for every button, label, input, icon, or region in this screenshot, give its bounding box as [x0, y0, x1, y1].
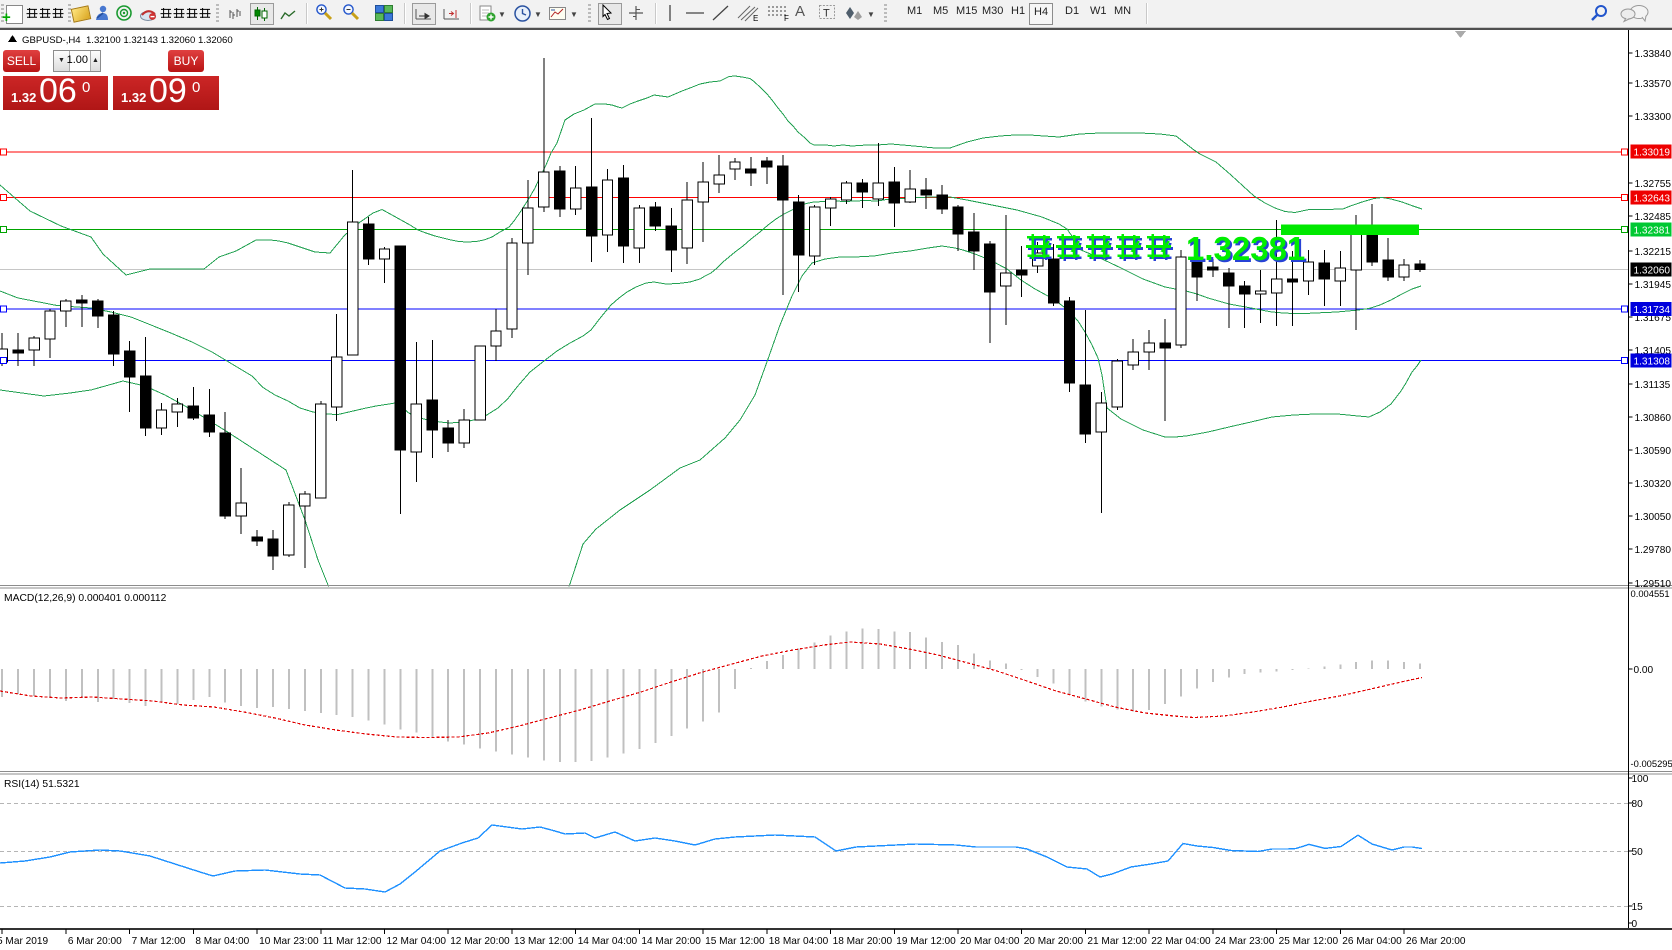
- svg-text:MACD(12,26,9) 0.000401 0.00011: MACD(12,26,9) 0.000401 0.000112: [4, 593, 167, 604]
- svg-text:1.32381: 1.32381: [1634, 225, 1671, 236]
- svg-text:15: 15: [1632, 902, 1644, 913]
- svg-text:1.33570: 1.33570: [1635, 79, 1672, 90]
- svg-text:RSI(14) 51.5321: RSI(14) 51.5321: [4, 779, 80, 790]
- svg-text:26 Mar 20:00: 26 Mar 20:00: [1406, 936, 1466, 947]
- svg-text:24 Mar 23:00: 24 Mar 23:00: [1215, 936, 1275, 947]
- svg-text:12 Mar 20:00: 12 Mar 20:00: [450, 936, 510, 947]
- svg-text:5 Mar 2019: 5 Mar 2019: [0, 936, 48, 947]
- svg-text:13 Mar 12:00: 13 Mar 12:00: [514, 936, 574, 947]
- svg-text:1.30320: 1.30320: [1635, 479, 1672, 490]
- svg-text:10 Mar 23:00: 10 Mar 23:00: [259, 936, 319, 947]
- svg-text:0.004551: 0.004551: [1631, 588, 1670, 599]
- svg-text:1.32215: 1.32215: [1635, 247, 1672, 258]
- svg-text:1.30860: 1.30860: [1635, 413, 1672, 424]
- svg-text:12 Mar 04:00: 12 Mar 04:00: [387, 936, 447, 947]
- svg-text:11 Mar 12:00: 11 Mar 12:00: [323, 936, 382, 947]
- svg-text:21 Mar 12:00: 21 Mar 12:00: [1087, 936, 1147, 947]
- svg-text:14 Mar 04:00: 14 Mar 04:00: [578, 936, 638, 947]
- svg-text:20 Mar 20:00: 20 Mar 20:00: [1024, 936, 1084, 947]
- svg-text:14 Mar 20:00: 14 Mar 20:00: [641, 936, 701, 947]
- svg-text:GBPUSD-,H4 1.32100 1.32143 1.: GBPUSD-,H4 1.32100 1.32143 1.32060 1.320…: [22, 35, 233, 46]
- svg-text:1.32643: 1.32643: [1634, 193, 1671, 204]
- svg-text:1.31405: 1.31405: [1635, 346, 1672, 357]
- svg-text:1.31135: 1.31135: [1635, 380, 1671, 391]
- svg-text:26 Mar 04:00: 26 Mar 04:00: [1342, 936, 1402, 947]
- svg-text:22 Mar 04:00: 22 Mar 04:00: [1151, 936, 1211, 947]
- svg-text:1.30590: 1.30590: [1635, 446, 1672, 457]
- svg-text:1.31308: 1.31308: [1634, 356, 1671, 367]
- svg-text:25 Mar 12:00: 25 Mar 12:00: [1279, 936, 1339, 947]
- svg-text:1.30050: 1.30050: [1635, 512, 1672, 523]
- svg-text:20 Mar 04:00: 20 Mar 04:00: [960, 936, 1020, 947]
- svg-text:1.29510: 1.29510: [1635, 579, 1672, 590]
- svg-text:1.31734: 1.31734: [1634, 305, 1671, 316]
- svg-text:18 Mar 04:00: 18 Mar 04:00: [769, 936, 829, 947]
- svg-text:15 Mar 12:00: 15 Mar 12:00: [705, 936, 765, 947]
- svg-text:18 Mar 20:00: 18 Mar 20:00: [833, 936, 893, 947]
- svg-text:1.32485: 1.32485: [1635, 212, 1672, 223]
- svg-text:80: 80: [1632, 799, 1644, 810]
- svg-text:1.32381: 1.32381: [1188, 232, 1307, 269]
- svg-text:1.29780: 1.29780: [1635, 545, 1672, 556]
- svg-text:0: 0: [1632, 919, 1638, 930]
- svg-text:1.32060: 1.32060: [1634, 265, 1671, 276]
- svg-text:1.31945: 1.31945: [1635, 280, 1672, 291]
- svg-text:50: 50: [1632, 847, 1644, 858]
- svg-text:0.00: 0.00: [1634, 665, 1654, 676]
- svg-text:T: T: [823, 8, 830, 20]
- svg-text:1.33019: 1.33019: [1634, 147, 1671, 158]
- svg-text:F: F: [784, 14, 789, 22]
- svg-text:19 Mar 12:00: 19 Mar 12:00: [896, 936, 956, 947]
- svg-text:100: 100: [1632, 774, 1649, 785]
- svg-text:8 Mar 04:00: 8 Mar 04:00: [195, 936, 249, 947]
- svg-text:1.32381: 1.32381: [1186, 230, 1305, 267]
- svg-text:E: E: [753, 14, 758, 22]
- svg-text:1.33840: 1.33840: [1635, 49, 1672, 60]
- svg-text:1.33300: 1.33300: [1635, 112, 1672, 123]
- svg-text:6 Mar 20:00: 6 Mar 20:00: [68, 936, 122, 947]
- svg-text:-0.005295: -0.005295: [1631, 758, 1672, 769]
- svg-text:1.32755: 1.32755: [1635, 179, 1672, 190]
- svg-text:7 Mar 12:00: 7 Mar 12:00: [132, 936, 186, 947]
- svg-text:1.31675: 1.31675: [1635, 313, 1672, 324]
